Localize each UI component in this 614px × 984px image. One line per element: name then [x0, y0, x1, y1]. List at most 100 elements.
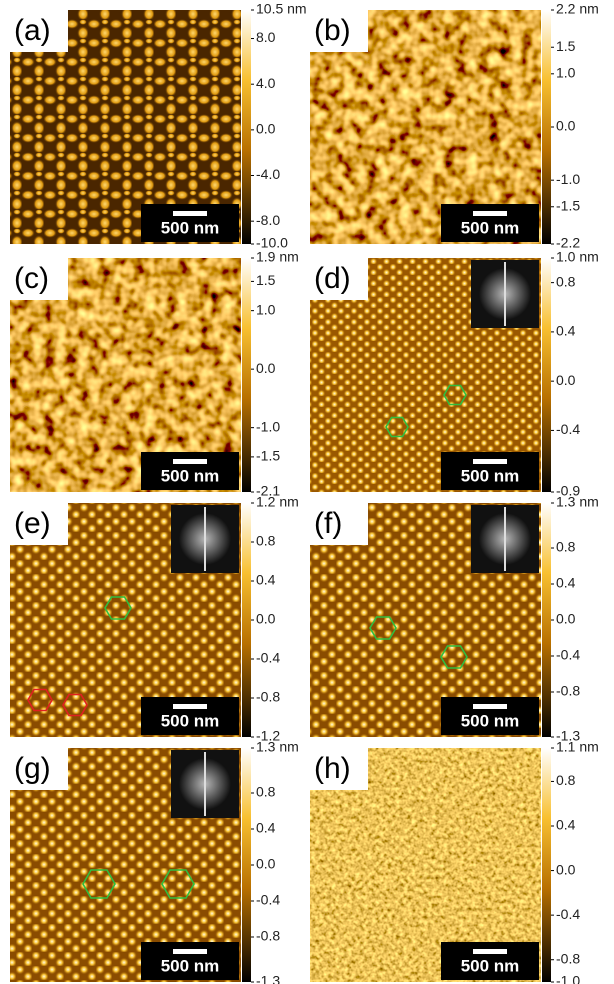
colorbar-label: -0.8 — [256, 928, 280, 944]
panel-label: (a) — [14, 14, 51, 47]
colorbar-label: 10.5 nm — [256, 1, 307, 17]
panel: (f) 500 nm 1.3 nm 0.8 0.4 0.0 -0.4 -0.8 -1.3 — [310, 494, 599, 744]
colorbar-label: 0.4 — [256, 820, 276, 836]
colorbar-label: -8.0 — [256, 212, 280, 228]
panel-label: (b) — [314, 14, 351, 47]
scale-bar-box — [141, 204, 239, 242]
colorbar — [242, 258, 251, 492]
hexagon — [385, 416, 409, 438]
colorbar-label: -1.0 — [556, 171, 580, 187]
colorbar-label: 1.0 nm — [556, 249, 599, 265]
scale-bar — [173, 211, 207, 216]
colorbar-label: 0.0 — [556, 861, 576, 877]
panel: (e) 500 nm 1.2 nm 0.8 0.4 0.0 -0.4 -0.8 -1.2 — [10, 494, 299, 744]
colorbar-label: -2.2 — [556, 235, 580, 251]
hexagon — [369, 616, 397, 640]
colorbar-label: -1.0 — [556, 973, 580, 984]
colorbar-label: 0.0 — [256, 360, 276, 376]
scale-bar-box — [141, 697, 239, 735]
colorbar-label: 0.4 — [556, 323, 576, 339]
scale-bar-label: 500 nm — [161, 218, 220, 237]
label-box — [310, 258, 368, 300]
scale-bar-box — [141, 942, 239, 980]
colorbar-label: -1.3 — [256, 973, 280, 984]
colorbar-label: 1.3 nm — [256, 739, 299, 755]
label-box — [10, 503, 68, 545]
colorbar-label: 0.0 — [556, 118, 576, 134]
colorbar-label: -0.8 — [256, 689, 280, 705]
panel: (a) 500 nm 10.5 nm 8.0 4.0 0.0 -4.0 -8.0 -10.0 — [10, 1, 307, 251]
colorbar-label: 0.0 — [556, 611, 576, 627]
scale-bar — [173, 704, 207, 709]
colorbar-label: 0.8 — [556, 273, 576, 289]
colorbar-label: 1.0 — [556, 65, 576, 81]
panel: (b) 500 nm 2.2 nm 1.5 1.0 0.0 -1.0 -1.5 -2.2 — [310, 1, 599, 251]
hexagon — [161, 869, 195, 899]
hexagon — [104, 596, 132, 620]
hexagon — [27, 688, 53, 712]
panel-label: (g) — [14, 752, 51, 785]
colorbar — [542, 503, 551, 737]
annotations — [27, 384, 468, 899]
colorbar-label: 1.1 nm — [556, 739, 599, 755]
colorbar-label: -1.2 — [256, 728, 280, 744]
panel-label: (e) — [14, 507, 51, 540]
colorbar-label: 1.0 — [256, 301, 276, 317]
panel: (g) 500 nm 1.3 nm 0.8 0.4 0.0 -0.4 -0.8 -1.3 — [10, 739, 299, 984]
label-box — [310, 10, 368, 52]
panel: (c) 500 nm 1.9 nm 1.5 1.0 0.0 -1.0 -1.5 -2.1 — [10, 249, 299, 499]
colorbar-label: 1.5 — [256, 272, 276, 288]
colorbar-label: -0.4 — [556, 421, 580, 437]
colorbar-label: 0.0 — [256, 611, 276, 627]
colorbar-label: 1.9 nm — [256, 249, 299, 265]
label-box — [10, 10, 68, 52]
panel-label: (c) — [14, 262, 49, 295]
colorbar-label: -4.0 — [256, 166, 280, 182]
colorbar-label: -0.8 — [556, 683, 580, 699]
colorbar-label: 0.4 — [256, 572, 276, 588]
label-box — [310, 748, 368, 790]
scale-bar — [473, 211, 507, 216]
label-box — [10, 258, 68, 300]
colorbar-label: -0.4 — [256, 650, 280, 666]
scale-bar-box — [141, 452, 239, 490]
hexagon — [82, 869, 116, 899]
scale-bar — [473, 459, 507, 464]
colorbar-label: 1.5 — [556, 38, 576, 54]
colorbar-label: 0.0 — [256, 121, 276, 137]
colorbar-label: -0.9 — [556, 483, 580, 499]
panel-label: (f) — [314, 507, 342, 540]
colorbar — [542, 258, 551, 492]
panel-label: (h) — [314, 752, 351, 785]
colorbar-label: 0.4 — [556, 817, 576, 833]
colorbar-label: 0.8 — [556, 772, 576, 788]
scale-bar-label: 500 nm — [461, 218, 520, 237]
colorbar — [242, 503, 251, 737]
panel: (d) 500 nm 1.0 nm 0.8 0.4 0.0 -0.4 -0.9 — [310, 249, 599, 499]
colorbar-label: 0.8 — [256, 533, 276, 549]
scale-bar-box — [441, 204, 539, 242]
colorbar-label: 0.0 — [256, 856, 276, 872]
scale-bar-box — [441, 697, 539, 735]
label-box — [10, 748, 68, 790]
scale-bar — [473, 949, 507, 954]
colorbar-label: 0.0 — [556, 372, 576, 388]
scale-bar-label: 500 nm — [461, 956, 520, 975]
hexagon — [443, 384, 467, 406]
scale-bar — [473, 704, 507, 709]
colorbar-label: 0.8 — [556, 539, 576, 555]
scale-bar-label: 500 nm — [461, 466, 520, 485]
colorbar-label: 1.3 nm — [556, 494, 599, 510]
colorbar-label: -0.4 — [556, 906, 580, 922]
colorbar-label: 0.8 — [256, 784, 276, 800]
colorbar-label: -1.5 — [256, 448, 280, 464]
scale-bar-label: 500 nm — [161, 956, 220, 975]
colorbar-label: -0.8 — [556, 950, 580, 966]
colorbar-label: 4.0 — [256, 75, 276, 91]
colorbar-label: -1.3 — [556, 728, 580, 744]
scale-bar — [173, 459, 207, 464]
scale-bar — [173, 949, 207, 954]
scale-bar-box — [441, 942, 539, 980]
